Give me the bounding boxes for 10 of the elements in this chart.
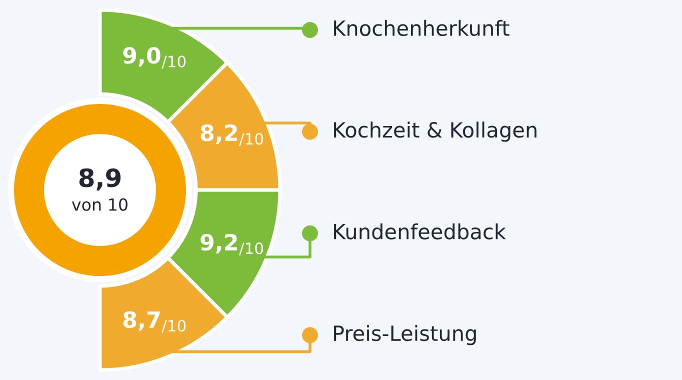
data-label: 8,2$_{/10}$ <box>200 124 264 146</box>
category-label: Knochenherkunft <box>334 20 510 36</box>
category-label: Kochzeit & Kollagen <box>334 122 536 142</box>
data-label: 9,0$_{/10}$ <box>123 46 186 69</box>
category-label: Kundenfeedback <box>334 223 506 240</box>
text: von 10 <box>72 198 128 211</box>
text: 8,9 <box>79 168 121 190</box>
data-label: 9,2$_{/10}$ <box>200 234 264 256</box>
data-label: 8,7$_{/10}$ <box>123 311 186 333</box>
category-label: Preis-Leistung <box>334 325 476 346</box>
